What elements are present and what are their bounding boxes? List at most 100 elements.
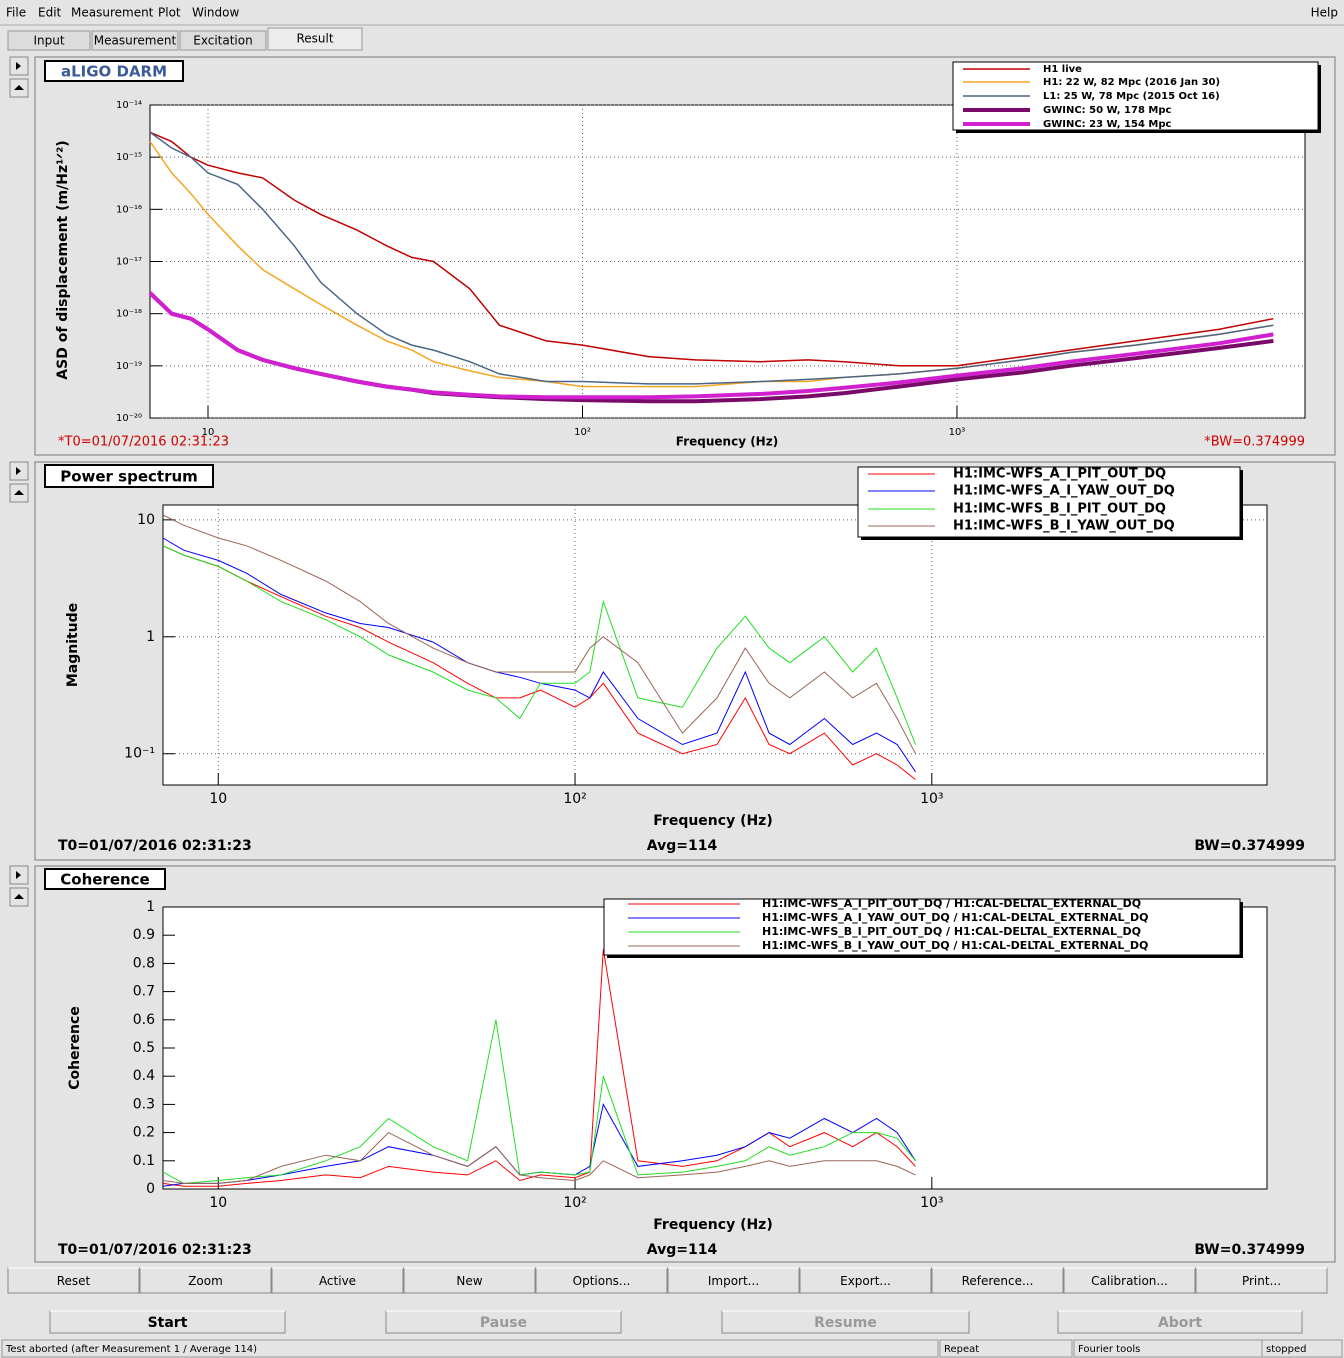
tab[interactable] [179,30,267,51]
start-time: *T0=01/07/2016 02:31:23 [58,435,229,450]
series-line [162,1019,916,1184]
plot-button[interactable]: Options... [573,1274,631,1288]
status-text: stopped [1266,1344,1306,1355]
bandwidth: BW=0.374999 [1194,838,1305,854]
series-line [162,1131,916,1184]
y-tick-label: 0 [146,1181,155,1197]
start-time: T0=01/07/2016 02:31:23 [58,1242,252,1258]
legend-label: H1:IMC-WFS_A_I_PIT_OUT_DQ [953,467,1166,482]
plot-button-frame[interactable] [799,1267,932,1294]
menu-item[interactable]: Window [192,6,240,20]
menu-item[interactable]: Help [1311,6,1338,20]
tab-label[interactable]: Input [33,34,64,48]
arrow-icon [14,85,24,90]
legend-label: GWINC: 50 W, 178 Mpc [1043,105,1172,116]
plot-button[interactable]: Print... [1242,1274,1281,1288]
legend [857,466,1241,538]
status-text: Test aborted (after Measurement 1 / Aver… [5,1344,257,1355]
y-tick-label: 0.6 [133,1012,155,1028]
x-axis-label: Frequency (Hz) [676,435,778,449]
y-tick-label: 0.8 [133,955,155,971]
tab-label[interactable]: Excitation [193,34,252,48]
menu-item[interactable]: Edit [38,6,62,20]
legend-label: GWINC: 23 W, 154 Mpc [1043,119,1172,130]
plot-button-frame[interactable] [535,1267,668,1294]
series-line [162,545,916,745]
arrow-icon [16,871,21,879]
legend-label: H1:IMC-WFS_B_I_PIT_OUT_DQ / H1:CAL-DELTA… [762,925,1141,938]
arrow-icon [16,467,21,475]
title-box [44,868,166,890]
plot-button-frame[interactable] [271,1267,404,1294]
plot-button[interactable]: New [456,1274,482,1288]
plot-button[interactable]: Active [319,1274,356,1288]
plot-button-frame[interactable] [7,1267,140,1294]
y-tick-label: 0.7 [133,984,155,1000]
x-tick-label: 10³ [920,791,943,807]
y-tick-label: 1 [146,899,155,915]
arrow-icon [14,894,24,899]
x-tick-label: 10³ [949,427,966,438]
y-axis-label: Magnitude [65,603,81,687]
legend-label: H1:IMC-WFS_A_I_YAW_OUT_DQ / H1:CAL-DELTA… [762,911,1149,924]
legend-label: H1:IMC-WFS_B_I_PIT_OUT_DQ [953,502,1166,517]
series-line [148,291,1274,400]
plot-button[interactable]: Zoom [188,1274,223,1288]
y-tick-label: 10⁻¹⁹ [116,361,142,372]
x-tick-label: 10³ [920,1195,943,1211]
y-tick-label: 10⁻²⁰ [116,413,142,424]
menu-item[interactable]: Measurement [71,6,154,20]
y-tick-label: 10⁻¹⁸ [116,309,142,320]
x-tick-label: 10² [563,791,586,807]
tab-label[interactable]: Result [296,32,333,46]
plot-button-frame[interactable] [931,1267,1064,1294]
plot-button[interactable]: Reset [57,1274,91,1288]
y-tick-label: 0.2 [133,1125,155,1141]
plot-button-frame[interactable] [139,1267,272,1294]
control-button: Pause [480,1315,527,1331]
chart-title: Power spectrum [60,468,198,486]
series-line [162,949,916,1187]
plot-button[interactable]: Import... [708,1274,759,1288]
menu-item[interactable]: File [6,6,26,20]
x-tick-label: 10 [209,791,227,807]
control-button[interactable]: Start [148,1315,188,1331]
tab[interactable] [91,30,179,51]
y-tick-label: 10⁻¹⁴ [116,100,142,111]
tab[interactable] [7,30,91,51]
status-cell [1261,1339,1343,1358]
plot-button[interactable]: Calibration... [1091,1274,1168,1288]
legend-label: L1: 25 W, 78 Mpc (2015 Oct 16) [1043,91,1220,102]
chart-title: Coherence [60,871,149,889]
x-tick-label: 10 [202,427,215,438]
y-tick-label: 0.9 [133,927,155,943]
y-tick-label: 10⁻¹⁶ [116,204,142,215]
tab[interactable] [267,27,363,51]
y-tick-label: 10⁻¹⁵ [116,152,142,163]
plot-button[interactable]: Export... [840,1274,891,1288]
plot-area [149,104,1306,419]
plot-area [162,504,1268,786]
y-tick-label: 10 [137,512,155,528]
control-button: Abort [1158,1315,1202,1331]
title-box [44,464,214,488]
y-axis-label: Coherence [67,1006,83,1090]
legend-label: H1:IMC-WFS_A_I_PIT_OUT_DQ / H1:CAL-DELTA… [762,897,1141,910]
series-line [149,131,1274,385]
bandwidth: *BW=0.374999 [1204,435,1305,450]
averages: Avg=114 [647,838,718,854]
y-tick-label: 0.3 [133,1096,155,1112]
start-time: T0=01/07/2016 02:31:23 [58,838,252,854]
x-axis-label: Frequency (Hz) [653,813,772,829]
menu-item[interactable]: Plot [158,6,181,20]
plot-button[interactable]: Reference... [962,1274,1034,1288]
title-box [44,60,184,82]
plot-button-frame[interactable] [1195,1267,1328,1294]
tab-label[interactable]: Measurement [94,34,177,48]
arrow-icon [14,490,24,495]
arrow-icon [16,62,21,70]
plot-button-frame[interactable] [667,1267,800,1294]
y-tick-label: 0.5 [133,1040,155,1056]
chart-title: aLIGO DARM [61,63,167,81]
